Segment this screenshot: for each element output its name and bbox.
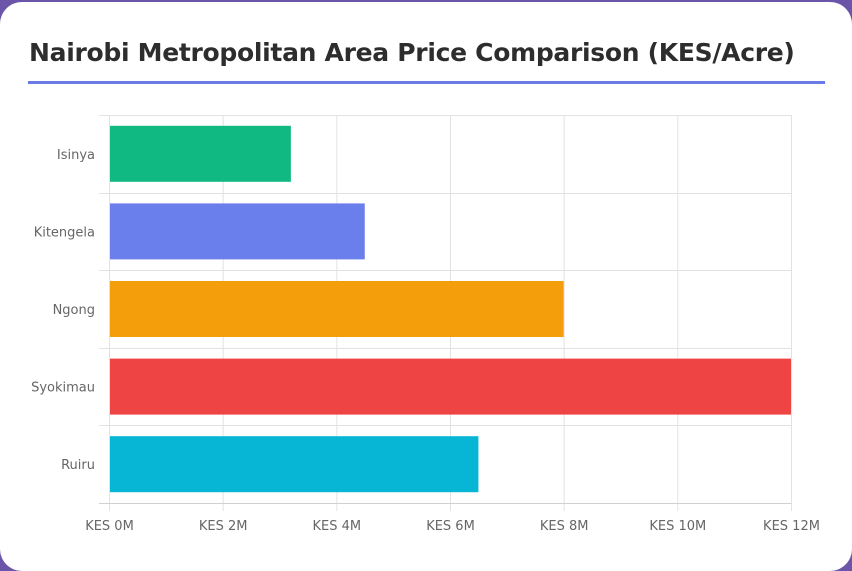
x-tick-label: KES 10M: [649, 519, 706, 534]
y-tick-label: Ruiru: [61, 458, 95, 473]
y-tick-label: Syokimau: [31, 381, 95, 396]
chart-title: Nairobi Metropolitan Area Price Comparis…: [29, 38, 795, 67]
bar-kitengela: [110, 203, 365, 260]
bar-ruiru: [110, 436, 479, 493]
bar-isinya: [110, 125, 291, 182]
x-tick-label: KES 8M: [540, 519, 589, 534]
x-tick-label: KES 4M: [313, 519, 362, 534]
bar-syokimau: [110, 358, 791, 415]
y-tick-label: Ngong: [53, 303, 95, 318]
x-tick-label: KES 12M: [763, 519, 820, 534]
x-tick-label: KES 0M: [85, 519, 134, 534]
bar-ngong: [110, 281, 564, 337]
y-tick-label: Kitengela: [34, 225, 95, 240]
x-tick-label: KES 6M: [426, 519, 475, 534]
title-underline: [28, 81, 825, 84]
x-tick-label: KES 2M: [199, 519, 248, 534]
y-tick-label: Isinya: [57, 148, 95, 163]
